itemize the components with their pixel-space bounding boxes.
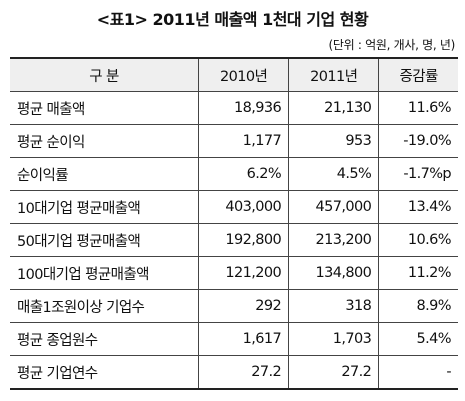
unit-note: (단위 : 억원, 개사, 명, 년) [328,38,455,52]
column-header: 구 분 [10,57,199,92]
table-row: 평균 매출액 18,936 21,130 11.6% [10,91,458,125]
column-header: 2010년 [197,57,290,92]
cell: 318 [288,289,380,323]
cell: 403,000 [197,190,290,224]
cell: 27.2 [288,355,380,390]
cell: 27.2 [197,355,290,390]
header-row: 구 분 2010년 2011년 증감률 [10,57,458,92]
cell: 4.5% [288,157,380,191]
row-label: 평균 순이익 [10,124,199,158]
title: <표1> 2011년 매출액 1천대 기업 현황 [96,10,369,29]
cell: 21,130 [288,91,380,125]
table-row: 100대기업 평균매출액 121,200 134,800 11.2% [10,256,458,290]
table-row: 순이익률 6.2% 4.5% -1.7%p [10,157,458,191]
cell: -1.7%p [378,157,458,191]
cell: 1,703 [288,322,380,356]
row-label: 평균 매출액 [10,91,199,125]
cell: 292 [197,289,290,323]
column-header: 2011년 [288,57,380,92]
table-row: 매출1조원이상 기업수 292 318 8.9% [10,289,458,323]
cell: 953 [288,124,380,158]
cell: 1,617 [197,322,290,356]
cell: 11.6% [378,91,458,125]
table-body: 평균 매출액 18,936 21,130 11.6% 평균 순이익 1,177 953 -19… [10,91,458,390]
cell: - [378,355,458,390]
table-row: 평균 종업원수 1,617 1,703 5.4% [10,322,458,356]
cell: -19.0% [378,124,458,158]
cell: 1,177 [197,124,290,158]
row-label: 100대기업 평균매출액 [10,256,199,290]
table-row: 평균 순이익 1,177 953 -19.0% [10,124,458,158]
row-label: 순이익률 [10,157,199,191]
row-label: 50대기업 평균매출액 [10,223,199,257]
cell: 6.2% [197,157,290,191]
cell: 457,000 [288,190,380,224]
row-label: 평균 기업연수 [10,355,199,390]
cell: 13.4% [378,190,458,224]
cell: 10.6% [378,223,458,257]
cell: 5.4% [378,322,458,356]
row-label: 평균 종업원수 [10,322,199,356]
table-row: 50대기업 평균매출액 192,800 213,200 10.6% [10,223,458,257]
cell: 192,800 [197,223,290,257]
row-label: 10대기업 평균매출액 [10,190,199,224]
cell: 8.9% [378,289,458,323]
cell: 121,200 [197,256,290,290]
cell: 213,200 [288,223,380,257]
table-row: 10대기업 평균매출액 403,000 457,000 13.4% [10,190,458,224]
cell: 11.2% [378,256,458,290]
cell: 18,936 [197,91,290,125]
table-row: 평균 기업연수 27.2 27.2- [10,355,458,390]
row-label: 매출1조원이상 기업수 [10,289,199,323]
data-table: 구 분 2010년 2011년 증감률 평균 매출액 18,936 21,130 11.6%… [10,57,458,390]
cell: 134,800 [288,256,380,290]
column-header: 증감률 [378,57,458,92]
